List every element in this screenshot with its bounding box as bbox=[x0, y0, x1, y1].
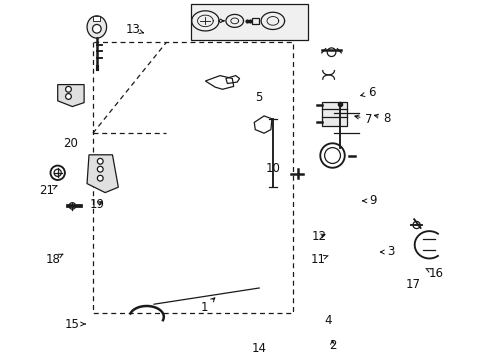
Bar bbox=[321, 102, 346, 126]
Ellipse shape bbox=[87, 16, 106, 38]
Polygon shape bbox=[87, 155, 118, 193]
Bar bbox=[190, 4, 307, 40]
Circle shape bbox=[92, 24, 101, 33]
Circle shape bbox=[97, 166, 103, 172]
Circle shape bbox=[65, 86, 71, 92]
Text: 19: 19 bbox=[89, 198, 104, 211]
Circle shape bbox=[65, 94, 71, 99]
Text: 15: 15 bbox=[65, 318, 85, 330]
Text: 17: 17 bbox=[405, 278, 420, 291]
Polygon shape bbox=[58, 85, 84, 107]
Text: 8: 8 bbox=[374, 112, 390, 125]
Text: 13: 13 bbox=[125, 23, 143, 36]
Text: 16: 16 bbox=[425, 267, 443, 280]
Text: 18: 18 bbox=[45, 253, 63, 266]
Text: 7: 7 bbox=[354, 113, 372, 126]
Text: 5: 5 bbox=[255, 91, 263, 104]
Text: 1: 1 bbox=[200, 298, 214, 314]
Text: 6: 6 bbox=[360, 86, 375, 99]
Text: 12: 12 bbox=[311, 230, 325, 243]
Text: 14: 14 bbox=[251, 342, 266, 355]
Text: 9: 9 bbox=[362, 194, 376, 207]
Text: 21: 21 bbox=[39, 184, 57, 197]
Bar bbox=[93, 16, 100, 21]
Bar bbox=[252, 18, 259, 24]
Text: 3: 3 bbox=[380, 246, 394, 258]
Text: 4: 4 bbox=[324, 314, 332, 327]
Text: 2: 2 bbox=[328, 339, 336, 352]
Circle shape bbox=[97, 158, 103, 164]
Text: 10: 10 bbox=[265, 162, 280, 175]
Text: 20: 20 bbox=[63, 137, 78, 150]
Circle shape bbox=[97, 175, 103, 181]
Text: 11: 11 bbox=[310, 253, 327, 266]
